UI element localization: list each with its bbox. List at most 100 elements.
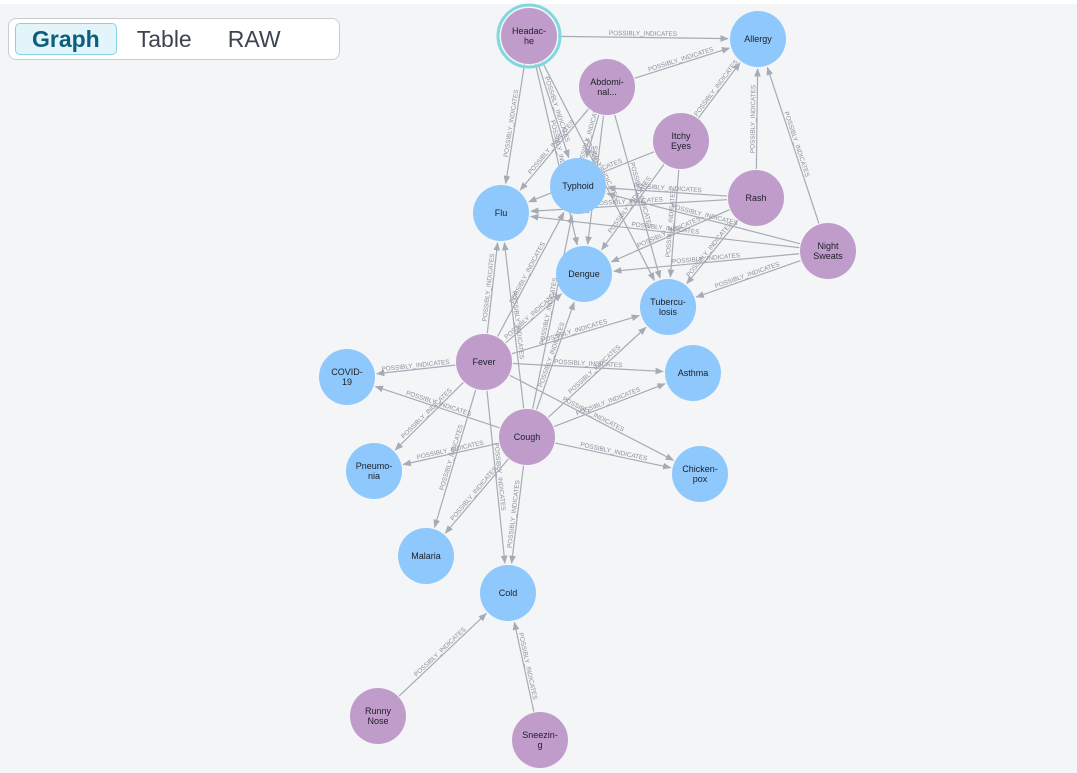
node-chickenpox[interactable]: Chicken-pox — [672, 446, 728, 502]
edge-runnynose-cold[interactable]: POSSIBLY_INDICATES — [398, 613, 487, 697]
edge-line[interactable] — [555, 442, 672, 470]
node-circle[interactable] — [512, 712, 568, 768]
node-fever[interactable]: Fever — [456, 334, 512, 390]
edge-line[interactable] — [402, 442, 499, 467]
node-sneezing[interactable]: Sneezin-g — [512, 712, 568, 768]
edge-line[interactable] — [509, 465, 525, 565]
edge-line[interactable] — [537, 63, 570, 159]
edge-line[interactable] — [536, 301, 575, 410]
edge-line[interactable] — [613, 253, 800, 274]
edge-rash-allergy[interactable]: POSSIBLY_INDICATES — [750, 68, 761, 170]
edge-line[interactable] — [754, 68, 761, 170]
edge-line[interactable] — [501, 241, 525, 409]
edge-line[interactable] — [766, 66, 820, 224]
edge-line[interactable] — [614, 114, 662, 279]
edge-line[interactable] — [634, 47, 731, 79]
node-circle[interactable] — [653, 113, 709, 169]
node-circle[interactable] — [398, 528, 454, 584]
node-malaria[interactable]: Malaria — [398, 528, 454, 584]
node-circle[interactable] — [672, 446, 728, 502]
node-circle[interactable] — [350, 688, 406, 744]
node-tuberculosis[interactable]: Tubercu-losis — [640, 279, 696, 335]
edge-cough-cold[interactable]: POSSIBLY_INDICATES — [506, 465, 525, 565]
node-abdominal[interactable]: Abdomi-nal... — [579, 59, 635, 115]
node-circle[interactable] — [579, 59, 635, 115]
node-cold[interactable]: Cold — [480, 565, 536, 621]
edge-line[interactable] — [686, 220, 739, 285]
node-allergy[interactable]: Allergy — [730, 11, 786, 67]
edge-line[interactable] — [486, 241, 501, 334]
node-circle[interactable] — [640, 279, 696, 335]
edge-line[interactable] — [607, 185, 728, 197]
edge-cough-flu[interactable]: POSSIBLY_INDICATES — [501, 241, 525, 409]
edge-nightsweats-tuberculosis[interactable]: POSSIBLY_INDICATES — [695, 260, 801, 298]
node-circle[interactable] — [501, 8, 557, 64]
edge-line[interactable] — [486, 390, 508, 564]
edge-line[interactable] — [444, 458, 509, 534]
edge-line[interactable] — [695, 260, 801, 298]
edge-cough-dengue[interactable]: POSSIBLY_INDICATES — [536, 301, 575, 410]
edge-line[interactable] — [519, 108, 589, 191]
edge-line[interactable] — [601, 164, 665, 251]
node-circle[interactable] — [800, 223, 856, 279]
edge-line[interactable] — [529, 213, 800, 249]
edge-fever-asthma[interactable]: POSSIBLY_INDICATES — [512, 359, 664, 375]
node-circle[interactable] — [480, 565, 536, 621]
edge-rash-typhoid[interactable]: POSSIBLY_INDICATES — [607, 183, 728, 197]
edge-fever-flu[interactable]: POSSIBLY_INDICATES — [482, 241, 501, 334]
node-typhoid[interactable]: Typhoid — [550, 158, 606, 214]
node-circle[interactable] — [730, 11, 786, 67]
node-circle[interactable] — [319, 349, 375, 405]
edge-sneezing-cold[interactable]: POSSIBLY_INDICATES — [512, 621, 538, 712]
edge-line[interactable] — [375, 364, 456, 377]
edge-line[interactable] — [497, 211, 565, 337]
edge-line[interactable] — [667, 169, 680, 278]
node-circle[interactable] — [556, 246, 612, 302]
edge-headache-flu[interactable]: POSSIBLY_INDICATES — [503, 64, 526, 185]
edge-line[interactable] — [553, 383, 666, 428]
node-headache[interactable]: Headac-he — [496, 3, 562, 69]
node-circle[interactable] — [550, 158, 606, 214]
node-dengue[interactable]: Dengue — [556, 246, 612, 302]
node-circle[interactable] — [346, 443, 402, 499]
edge-line[interactable] — [610, 209, 730, 263]
edge-abdominal-allergy[interactable]: POSSIBLY_INDICATES — [634, 46, 731, 79]
tab-table[interactable]: Table — [136, 26, 192, 52]
edge-fever-covid[interactable]: POSSIBLY_INDICATES — [375, 359, 456, 377]
edge-line[interactable] — [503, 64, 526, 185]
node-circle[interactable] — [473, 185, 529, 241]
edge-headache-allergy[interactable]: POSSIBLY_INDICATES — [557, 30, 729, 42]
edge-line[interactable] — [398, 613, 487, 697]
tab-graph[interactable]: Graph — [15, 23, 117, 55]
node-circle[interactable] — [728, 170, 784, 226]
edge-cough-chickenpox[interactable]: POSSIBLY_INDICATES — [555, 441, 672, 470]
edge-line[interactable] — [532, 214, 574, 409]
edge-line[interactable] — [374, 385, 500, 429]
edge-line[interactable] — [606, 192, 801, 245]
edge-line[interactable] — [557, 35, 729, 42]
node-circle[interactable] — [456, 334, 512, 390]
edge-cough-covid[interactable]: POSSIBLY_INDICATES — [374, 385, 500, 429]
node-cough[interactable]: Cough — [499, 409, 555, 465]
graph-canvas[interactable] — [0, 4, 1077, 773]
edge-line[interactable] — [433, 389, 477, 529]
edge-line[interactable] — [512, 621, 535, 712]
node-circle[interactable] — [499, 409, 555, 465]
node-flu[interactable]: Flu — [473, 185, 529, 241]
edge-line[interactable] — [697, 62, 741, 119]
node-circle[interactable] — [665, 345, 721, 401]
edge-line[interactable] — [394, 381, 464, 451]
node-covid[interactable]: COVID-19 — [319, 349, 375, 405]
edge-line[interactable] — [585, 114, 600, 159]
edge-line[interactable] — [547, 326, 647, 418]
tab-raw[interactable]: RAW — [227, 26, 281, 52]
edge-line[interactable] — [512, 362, 664, 375]
node-asthma[interactable]: Asthma — [665, 345, 721, 401]
node-rash[interactable]: Rash — [728, 170, 784, 226]
node-pneumonia[interactable]: Pneumo-nia — [346, 443, 402, 499]
edge-line[interactable] — [511, 314, 641, 355]
edge-itchy-allergy[interactable]: POSSIBLY_INDICATES — [693, 59, 741, 119]
